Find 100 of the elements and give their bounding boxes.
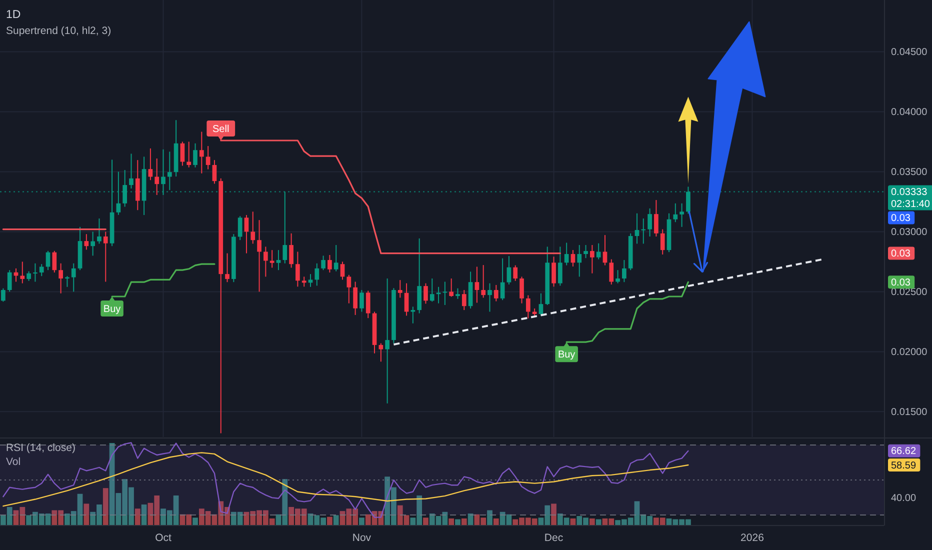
candlestick: [39, 264, 44, 277]
candlestick: [584, 244, 588, 259]
candlestick: [596, 242, 601, 260]
candlestick: [167, 151, 172, 191]
candlestick: [20, 261, 25, 284]
candlestick: [590, 244, 594, 274]
candlestick: [500, 258, 505, 301]
bar: [455, 519, 460, 525]
candlestick: [616, 270, 620, 284]
y-tick-label: 0.01500: [891, 407, 928, 418]
candlestick: [212, 160, 217, 184]
candlestick: [468, 271, 473, 309]
bar: [134, 508, 140, 525]
bar: [596, 519, 602, 525]
candlestick: [302, 276, 306, 288]
candlestick: [456, 288, 460, 300]
candlestick: [673, 202, 678, 223]
candlestick: [577, 244, 582, 278]
annotation: Sell: [212, 124, 230, 136]
candlestick: [1, 288, 6, 302]
candlestick: [340, 261, 345, 280]
candlestick: [199, 131, 204, 174]
candlestick: [488, 282, 492, 312]
candlestick: [378, 342, 384, 362]
candlestick: [609, 258, 614, 285]
candlestick: [474, 266, 480, 304]
candlestick: [52, 250, 57, 273]
candlestick: [442, 281, 448, 306]
candlestick: [346, 274, 352, 304]
candlestick: [334, 244, 338, 272]
candlestick: [404, 282, 409, 316]
candlestick: [538, 292, 544, 316]
candlestick: [634, 212, 640, 244]
y-tick-label: 0.03000: [891, 227, 928, 238]
y-tick-label: 0.04500: [891, 47, 928, 58]
candlestick: [206, 146, 210, 170]
x-tick-label: Dec: [544, 532, 564, 544]
candlestick: [276, 250, 281, 271]
candlestick: [308, 274, 313, 288]
candlestick: [506, 256, 512, 285]
candlestick: [360, 290, 364, 312]
text: 1D: [6, 9, 21, 21]
candlestick: [296, 251, 300, 288]
candlestick: [90, 231, 96, 256]
candlestick: [103, 231, 108, 282]
candlestick: [250, 211, 256, 244]
candlestick: [244, 214, 249, 254]
candlestick: [7, 270, 12, 292]
text: Vol: [6, 456, 21, 468]
x-tick-label: Oct: [155, 532, 172, 544]
candlestick: [71, 262, 76, 292]
bar: [327, 516, 332, 525]
y-tick-label: 0.02000: [891, 347, 928, 358]
candlestick: [602, 234, 608, 266]
candlestick: [129, 153, 134, 190]
candlestick: [436, 286, 441, 304]
candlestick: [526, 294, 530, 319]
candlestick: [97, 218, 102, 244]
candlestick: [366, 290, 370, 319]
y-tick-label: 58.59: [891, 460, 916, 472]
candlestick: [513, 264, 518, 282]
candlestick: [494, 284, 498, 302]
candlestick: [328, 254, 332, 273]
candlestick: [186, 141, 192, 168]
candlestick: [58, 262, 63, 294]
candlestick: [398, 280, 402, 298]
candlestick: [257, 220, 262, 292]
candlestick: [135, 160, 140, 211]
candlestick: [564, 242, 569, 266]
line-series: [2, 452, 689, 507]
candlestick: [558, 246, 562, 286]
candlestick: [648, 208, 652, 237]
candlestick: [449, 278, 454, 298]
bar: [487, 510, 492, 525]
candlestick: [481, 264, 486, 298]
candlestick: [622, 260, 626, 283]
x-tick-label: 2026: [740, 532, 764, 544]
candlestick: [193, 142, 198, 168]
candlestick: [314, 262, 320, 286]
candlestick: [417, 238, 422, 314]
candlestick: [180, 141, 185, 166]
candlestick: [84, 234, 89, 250]
y-tick-label: 40.00: [891, 493, 916, 504]
candlestick: [430, 278, 434, 302]
candlestick: [225, 252, 230, 283]
annotation: Buy: [103, 304, 121, 315]
candlestick: [410, 306, 416, 324]
candlestick: [654, 200, 658, 237]
candlestick: [552, 256, 556, 288]
candlestick: [270, 250, 274, 268]
y-tick-label: 66.62: [891, 446, 916, 458]
candlestick: [462, 290, 466, 311]
x-tick-label: Nov: [352, 532, 372, 544]
candlestick: [264, 246, 268, 278]
candlestick: [154, 158, 160, 196]
candlestick: [26, 270, 31, 282]
bar: [448, 518, 454, 525]
bar: [493, 518, 499, 525]
y-tick-label: 0.03: [891, 248, 911, 260]
y-tick-label: 0.04000: [891, 107, 928, 118]
